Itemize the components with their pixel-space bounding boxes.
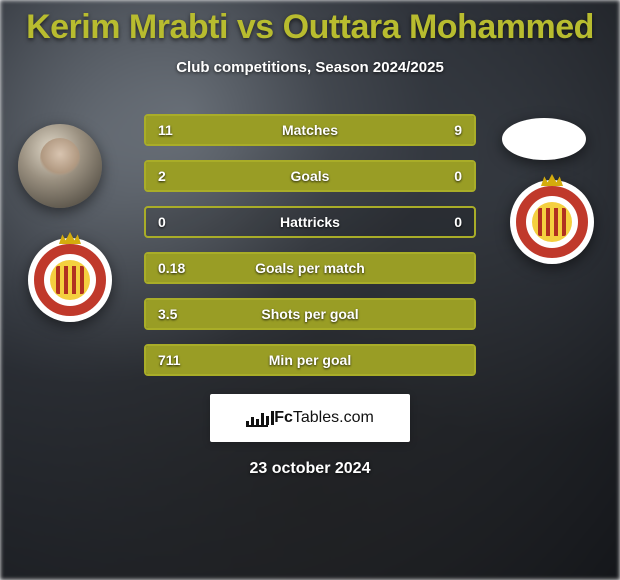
infographic-container: Kerim Mrabti vs Outtara Mohammed Club co… xyxy=(0,0,620,580)
stat-label: Shots per goal xyxy=(218,306,402,322)
stat-row: 711Min per goal xyxy=(144,344,476,376)
stat-row: 11Matches9 xyxy=(144,114,476,146)
stat-value-right: 0 xyxy=(402,168,474,184)
stat-value-left: 0 xyxy=(146,214,218,230)
club-left-badge xyxy=(28,238,112,322)
stat-value-left: 3.5 xyxy=(146,306,218,322)
date-text: 23 october 2024 xyxy=(0,460,620,478)
brand-badge: FcTables.com xyxy=(210,394,410,442)
player-right-avatar xyxy=(502,118,586,160)
stat-value-right: 9 xyxy=(402,122,474,138)
stat-value-left: 711 xyxy=(146,352,218,368)
stat-label: Goals per match xyxy=(218,260,402,276)
club-badge-icon xyxy=(510,180,594,264)
stats-list: 11Matches92Goals00Hattricks00.18Goals pe… xyxy=(144,114,476,376)
stat-value-left: 2 xyxy=(146,168,218,184)
stat-row: 3.5Shots per goal xyxy=(144,298,476,330)
stat-row: 0Hattricks0 xyxy=(144,206,476,238)
stat-row: 0.18Goals per match xyxy=(144,252,476,284)
brand-text: FcTables.com xyxy=(274,409,374,427)
page-title: Kerim Mrabti vs Outtara Mohammed xyxy=(0,8,620,47)
stat-row: 2Goals0 xyxy=(144,160,476,192)
club-badge-icon xyxy=(28,238,112,322)
player-left-avatar xyxy=(18,124,102,208)
stat-label: Hattricks xyxy=(218,214,402,230)
stat-label: Matches xyxy=(218,122,402,138)
stat-value-left: 0.18 xyxy=(146,260,218,276)
brand-prefix: Fc xyxy=(274,409,293,426)
stat-value-left: 11 xyxy=(146,122,218,138)
stat-label: Goals xyxy=(218,168,402,184)
subtitle: Club competitions, Season 2024/2025 xyxy=(0,59,620,76)
stat-value-right: 0 xyxy=(402,214,474,230)
brand-suffix: Tables.com xyxy=(293,409,374,426)
club-right-badge xyxy=(510,180,594,264)
stat-label: Min per goal xyxy=(218,352,402,368)
bar-chart-icon xyxy=(246,409,268,427)
